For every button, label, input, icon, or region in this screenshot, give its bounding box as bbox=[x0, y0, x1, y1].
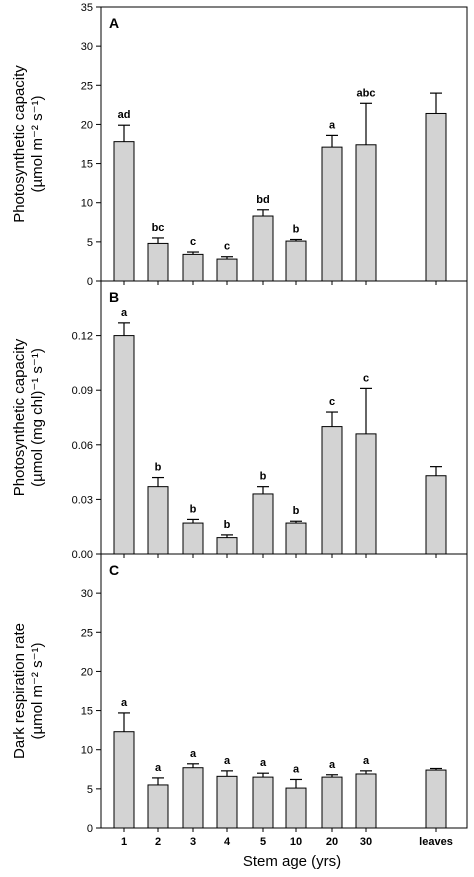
significance-letter: c bbox=[363, 372, 369, 384]
y-tick-label: 0.03 bbox=[72, 494, 93, 506]
y-tick-label: 20 bbox=[81, 119, 93, 131]
significance-letter: b bbox=[293, 505, 300, 517]
significance-letter: ad bbox=[118, 109, 131, 121]
y-tick-label: 15 bbox=[81, 159, 93, 171]
y-tick-label: 0 bbox=[87, 823, 93, 835]
bar bbox=[182, 767, 204, 829]
y-tick-label: 35 bbox=[81, 2, 93, 14]
bar bbox=[216, 258, 238, 282]
y-tick-label: 25 bbox=[81, 80, 93, 92]
bar bbox=[425, 475, 447, 555]
bar bbox=[113, 731, 135, 829]
y-tick-label: 10 bbox=[81, 198, 93, 210]
y-tick-label: 10 bbox=[81, 745, 93, 757]
significance-letter: b bbox=[155, 462, 162, 474]
bar bbox=[147, 242, 169, 282]
bar bbox=[355, 773, 377, 829]
bar bbox=[252, 493, 274, 555]
significance-letter: b bbox=[190, 503, 197, 515]
y-tick-label: 15 bbox=[81, 706, 93, 718]
bar bbox=[321, 426, 343, 555]
y-axis-title-line2: (µmol m⁻² s⁻¹) bbox=[29, 96, 46, 193]
bar bbox=[321, 776, 343, 829]
bar bbox=[216, 537, 238, 555]
significance-letter: a bbox=[329, 119, 336, 131]
bar bbox=[252, 215, 274, 282]
significance-letter: abc bbox=[357, 87, 376, 99]
y-tick-label: 0.09 bbox=[72, 385, 93, 397]
plot-frame bbox=[100, 553, 468, 829]
x-tick-label: leaves bbox=[419, 836, 453, 848]
y-tick-label: 5 bbox=[87, 784, 93, 796]
x-tick-label: 20 bbox=[326, 836, 338, 848]
y-tick-label: 0 bbox=[87, 276, 93, 288]
y-tick-label: 25 bbox=[81, 627, 93, 639]
bar bbox=[285, 787, 307, 829]
significance-letter: b bbox=[260, 471, 267, 483]
significance-letter: a bbox=[190, 748, 197, 760]
x-tick-label: 2 bbox=[155, 836, 161, 848]
significance-letter: bc bbox=[152, 222, 165, 234]
y-axis-title-line1: Photosynthetic capacity bbox=[11, 65, 28, 223]
bar bbox=[355, 144, 377, 282]
y-axis-title-line2: (µmol m⁻² s⁻¹) bbox=[29, 643, 46, 740]
significance-letter: b bbox=[224, 519, 231, 531]
significance-letter: bd bbox=[256, 194, 269, 206]
panel-b: 0.00 0.03 0.06 0.09 0.12 a b b b b b c c B Photosynthe… bbox=[11, 280, 468, 561]
x-tick-label: 4 bbox=[224, 836, 231, 848]
significance-letter: b bbox=[293, 224, 300, 236]
y-axis-title-line2: (µmol (mg chl)⁻¹ s⁻¹) bbox=[29, 348, 46, 487]
bar bbox=[147, 784, 169, 829]
bar bbox=[321, 146, 343, 282]
plot-frame bbox=[100, 6, 468, 282]
y-tick-label: 20 bbox=[81, 666, 93, 678]
panel-label: B bbox=[109, 289, 119, 305]
bar bbox=[147, 486, 169, 555]
x-tick-label: 30 bbox=[360, 836, 372, 848]
y-tick-label: 30 bbox=[81, 588, 93, 600]
x-tick-label: 1 bbox=[121, 836, 127, 848]
y-tick-label: 30 bbox=[81, 41, 93, 53]
significance-letter: c bbox=[224, 241, 230, 253]
significance-letter: a bbox=[329, 759, 336, 771]
x-tick-label: 5 bbox=[260, 836, 266, 848]
bar bbox=[285, 522, 307, 555]
bar bbox=[182, 253, 204, 282]
bar bbox=[113, 141, 135, 282]
significance-letter: a bbox=[363, 755, 370, 767]
significance-letter: a bbox=[121, 307, 128, 319]
significance-letter: c bbox=[190, 236, 196, 248]
bar bbox=[285, 240, 307, 282]
panel-a: 0 5 10 15 20 25 30 35 ad bc c c bd b a abc A Photosynthet… bbox=[11, 2, 468, 288]
bar bbox=[182, 522, 204, 555]
bar bbox=[113, 335, 135, 555]
significance-letter: a bbox=[293, 763, 300, 775]
panel-label: C bbox=[109, 562, 119, 578]
bar bbox=[216, 775, 238, 829]
significance-letter: a bbox=[224, 755, 231, 767]
x-tick-label: 10 bbox=[290, 836, 302, 848]
bar bbox=[355, 433, 377, 555]
bar bbox=[425, 769, 447, 829]
significance-letter: a bbox=[260, 757, 267, 769]
y-tick-label: 0.00 bbox=[72, 549, 93, 561]
y-axis-title-line1: Dark respiration rate bbox=[11, 623, 28, 759]
significance-letter: c bbox=[329, 396, 335, 408]
bar bbox=[252, 776, 274, 829]
y-axis-title-line1: Photosynthetic capacity bbox=[11, 338, 28, 496]
panel-c: 0 5 10 15 20 25 30 a a a a a a a a C Dark respiration ra… bbox=[11, 553, 468, 835]
y-tick-label: 5 bbox=[87, 237, 93, 249]
bar bbox=[425, 112, 447, 282]
y-tick-label: 0.12 bbox=[72, 331, 93, 343]
significance-letter: a bbox=[121, 697, 128, 709]
y-tick-label: 0.06 bbox=[72, 440, 93, 452]
panel-label: A bbox=[109, 15, 119, 31]
significance-letter: a bbox=[155, 762, 162, 774]
x-axis-title: Stem age (yrs) bbox=[243, 853, 341, 870]
x-tick-label: 3 bbox=[190, 836, 196, 848]
